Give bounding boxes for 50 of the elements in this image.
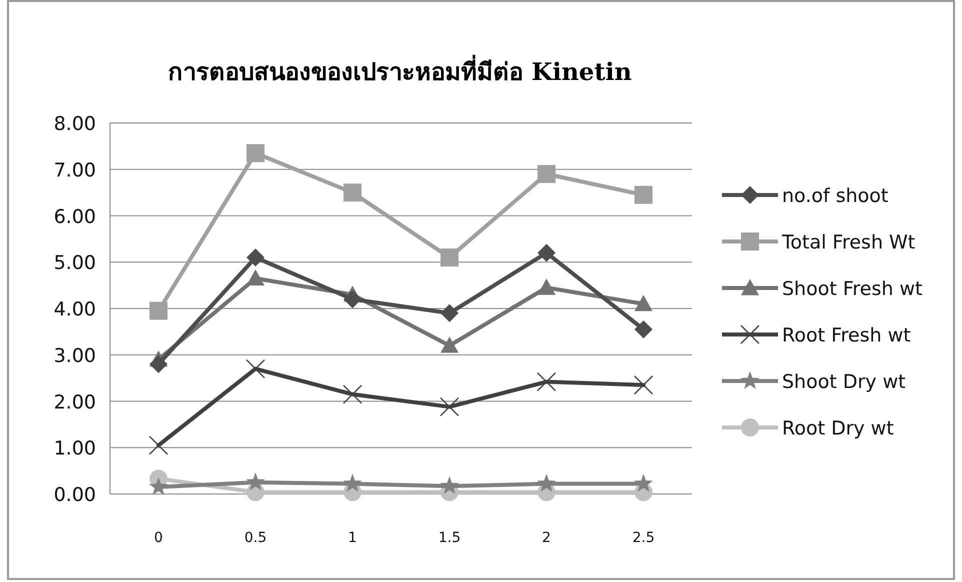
legend-label: Shoot Dry wt	[782, 371, 906, 393]
point	[150, 302, 168, 320]
ytick: 1.00	[54, 438, 96, 460]
xtick: 2	[542, 530, 551, 546]
ytick: 6.00	[54, 206, 96, 228]
xtick: 1.5	[438, 530, 461, 546]
ytick: 5.00	[54, 252, 96, 274]
ytick: 2.00	[54, 391, 96, 414]
point	[538, 165, 556, 184]
ytick: 0.00	[54, 484, 96, 506]
xtick: 2.5	[632, 530, 655, 546]
legend-label: Root Dry wt	[782, 418, 894, 440]
point	[246, 269, 264, 286]
point	[634, 186, 652, 204]
legend-label: no.of shoot	[782, 185, 888, 207]
ytick: 8.00	[54, 113, 96, 135]
point	[634, 294, 652, 312]
point	[634, 320, 652, 338]
point	[440, 248, 458, 266]
point	[344, 290, 362, 308]
xtick: 0	[154, 530, 163, 546]
xtick: 0.5	[244, 530, 267, 546]
point	[246, 144, 264, 162]
ytick: 7.00	[54, 159, 96, 182]
point	[538, 244, 556, 262]
point	[634, 375, 654, 395]
ytick: 3.00	[54, 344, 96, 367]
point	[149, 477, 168, 496]
point	[537, 474, 556, 492]
point	[440, 397, 460, 416]
point	[150, 355, 168, 374]
point	[440, 476, 459, 494]
xtick: 1	[348, 530, 357, 546]
legend-label: Root Fresh wt	[782, 324, 911, 346]
legend-label: Shoot Fresh wt	[782, 278, 922, 300]
point	[342, 384, 362, 404]
point	[148, 436, 168, 455]
point	[536, 372, 556, 392]
point	[246, 472, 265, 490]
point	[344, 184, 362, 202]
point	[246, 248, 264, 266]
ytick: 4.00	[54, 298, 96, 320]
point	[634, 474, 653, 492]
point	[343, 474, 362, 492]
point	[246, 359, 266, 378]
legend-label: Total Fresh Wt	[781, 232, 916, 254]
point	[440, 336, 458, 353]
point	[440, 304, 458, 322]
point	[538, 278, 556, 295]
title: การตอบสนองของเปราะหอมที่มีต่อ Kinetin	[168, 57, 632, 86]
